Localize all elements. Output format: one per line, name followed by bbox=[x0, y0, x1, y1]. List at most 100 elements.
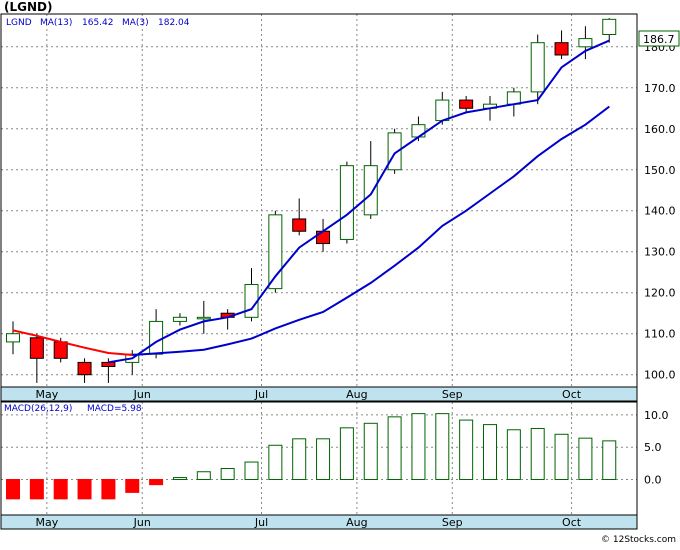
macd-x-tick-label: May bbox=[35, 516, 58, 529]
macd-bar-negative bbox=[29, 478, 44, 500]
price-y-tick-label: 170.0 bbox=[644, 82, 676, 95]
macd-bar-positive bbox=[554, 433, 569, 480]
macd-legend-label: MACD(26,12,9) bbox=[4, 404, 72, 414]
candle bbox=[339, 161, 354, 244]
candle bbox=[602, 18, 617, 43]
price-y-tick-label: 100.0 bbox=[644, 369, 676, 382]
last-price-tag-box bbox=[638, 30, 680, 47]
candle-body-down bbox=[554, 42, 569, 56]
macd-bar-positive bbox=[339, 427, 354, 480]
legend-ma3-value: 182.04 bbox=[158, 18, 190, 28]
candle bbox=[459, 95, 474, 113]
macd-bar-negative bbox=[6, 478, 20, 500]
candle-body-down bbox=[459, 99, 474, 109]
watermark: © 12Stocks.com bbox=[601, 535, 676, 545]
macd-x-tick-label: Jul bbox=[254, 516, 268, 529]
candle-body-down bbox=[77, 361, 92, 376]
macd-bar-positive bbox=[483, 424, 497, 480]
price-y-tick-label: 150.0 bbox=[644, 164, 676, 177]
macd-panel bbox=[6, 413, 617, 500]
legend-ma3-label: MA(3) bbox=[122, 18, 149, 28]
macd-x-tick-label: Jun bbox=[133, 516, 151, 529]
ma-line bbox=[108, 39, 610, 364]
candle bbox=[196, 300, 211, 334]
candle-body-up bbox=[244, 284, 259, 318]
macd-bar-negative bbox=[101, 478, 116, 500]
macd-y-tick-label: 0.0 bbox=[644, 473, 662, 486]
price-y-tick-label: 110.0 bbox=[644, 328, 676, 341]
last-price-tag-text: 186.7 bbox=[643, 33, 675, 46]
macd-bar-positive bbox=[196, 471, 211, 480]
candle-body-up bbox=[339, 165, 354, 240]
candle-body-up bbox=[196, 316, 211, 320]
macd-legend-value: MACD=5.98 bbox=[87, 404, 142, 414]
price-y-tick-label: 140.0 bbox=[644, 205, 676, 218]
price-y-tick-label: 130.0 bbox=[644, 246, 676, 259]
macd-bar-positive bbox=[602, 440, 617, 480]
candle-body-down bbox=[53, 341, 68, 359]
macd-y-tick-label: 5.0 bbox=[644, 441, 662, 454]
candle-body-up bbox=[363, 165, 378, 216]
macd-bar-positive bbox=[316, 438, 331, 480]
candle bbox=[435, 91, 450, 125]
macd-bar-negative bbox=[125, 478, 140, 493]
price-x-tick-label: May bbox=[35, 388, 58, 401]
candle bbox=[292, 198, 307, 236]
macd-bar-positive bbox=[578, 437, 593, 480]
legend-symbol: LGND bbox=[6, 18, 32, 28]
candle bbox=[172, 313, 187, 326]
macd-bar-positive bbox=[435, 413, 450, 480]
candle bbox=[149, 309, 164, 359]
price-y-tick-label: 120.0 bbox=[644, 287, 676, 300]
candle bbox=[530, 34, 545, 105]
legend-ma13-value: 165.42 bbox=[82, 18, 114, 28]
axes: 100.0 110.0 120.0 130.0 140.0 150.0 160.0 170.0… bbox=[0, 13, 676, 530]
price-x-axis-band bbox=[0, 386, 638, 402]
candle-body-up bbox=[602, 18, 617, 35]
macd-bar-positive bbox=[506, 429, 521, 480]
macd-bar-positive bbox=[292, 438, 307, 480]
ma-line bbox=[12, 329, 133, 356]
macd-bar-positive bbox=[268, 444, 283, 480]
ma-line bbox=[132, 105, 610, 356]
macd-bar-positive bbox=[459, 419, 474, 480]
legend-ma13-label: MA(13) bbox=[40, 18, 72, 28]
last-price-tag: 186.7 bbox=[638, 30, 680, 47]
macd-bar-negative bbox=[53, 478, 68, 500]
candle-body-down bbox=[29, 337, 44, 359]
macd-y-tick-label: 10.0 bbox=[644, 409, 669, 422]
price-x-tick-label: Aug bbox=[346, 388, 367, 401]
macd-bar-positive bbox=[363, 422, 378, 480]
candle-body-up bbox=[578, 38, 593, 48]
candle bbox=[29, 333, 44, 383]
macd-bar-positive bbox=[530, 427, 545, 480]
chart-title: (LGND) bbox=[4, 0, 52, 14]
candle bbox=[268, 210, 283, 293]
candle-body-down bbox=[101, 361, 116, 368]
macd-bar-positive bbox=[411, 413, 426, 480]
candle bbox=[363, 141, 378, 219]
macd-x-tick-label: Oct bbox=[562, 516, 582, 529]
macd-x-axis-band bbox=[0, 514, 638, 530]
price-panel bbox=[6, 18, 617, 383]
candle-body-up bbox=[530, 42, 545, 93]
price-x-tick-label: Jul bbox=[254, 388, 268, 401]
candle-body-up bbox=[172, 316, 187, 322]
macd-bar-positive bbox=[220, 468, 235, 480]
candle bbox=[6, 321, 20, 355]
candle bbox=[506, 87, 521, 117]
candle-body-up bbox=[6, 333, 20, 343]
candle bbox=[101, 358, 116, 383]
macd-x-tick-label: Sep bbox=[442, 516, 463, 529]
macd-bar-positive bbox=[387, 416, 402, 480]
price-x-tick-label: Sep bbox=[442, 388, 463, 401]
candle-body-up bbox=[435, 99, 450, 122]
candle bbox=[244, 268, 259, 322]
candle-body-up bbox=[268, 214, 283, 290]
candle-body-up bbox=[149, 320, 164, 355]
moving-average-lines bbox=[12, 39, 610, 364]
candle-body-up bbox=[506, 91, 521, 105]
candle-body-up bbox=[411, 124, 426, 138]
